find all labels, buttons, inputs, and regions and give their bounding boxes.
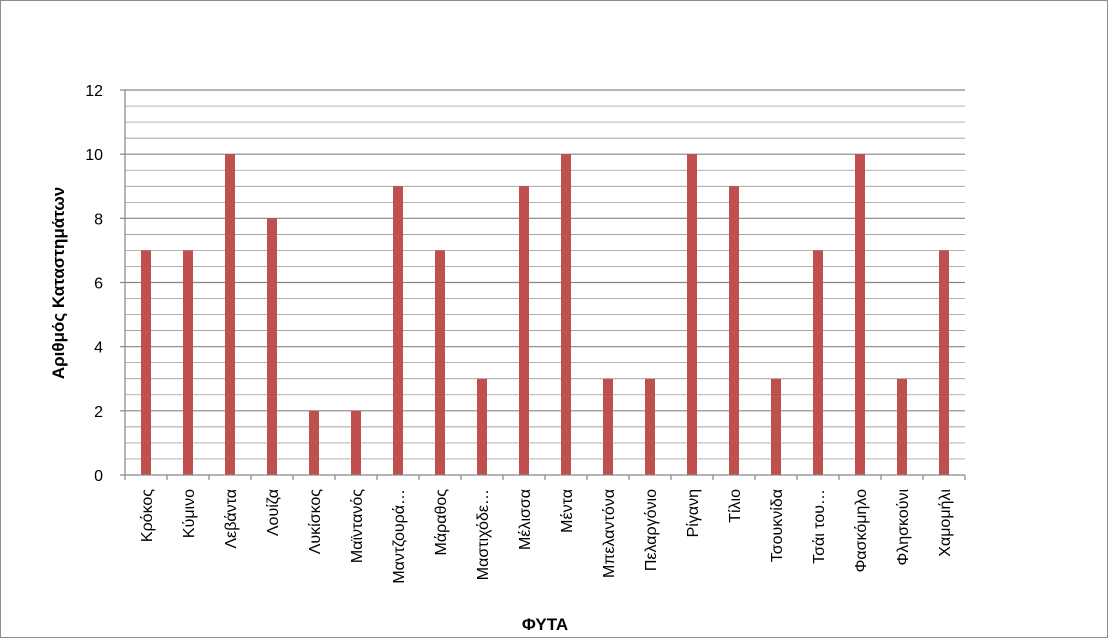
y-axis-title: Αριθμός Καταστημάτων <box>49 187 68 379</box>
y-tick-label: 0 <box>94 468 103 485</box>
y-tick-label: 8 <box>94 211 103 228</box>
x-tick-label: Μαϊντανός <box>349 489 366 563</box>
bar <box>393 186 403 475</box>
y-tick-label: 10 <box>85 147 103 164</box>
x-tick-label: Φλησκούνι <box>895 489 912 566</box>
bar <box>267 218 277 476</box>
x-tick-label: Κρόκος <box>139 489 156 542</box>
bar <box>645 378 655 475</box>
x-tick-label: Κύμινο <box>181 489 198 538</box>
x-tick-label: Μάραθος <box>433 489 450 556</box>
x-tick-label: Λυκίσκος <box>307 489 324 555</box>
x-tick-labels: Κρόκος Κύμινο Λεβάντα Λουίζα Λυκίσκος Μαϊνταν… <box>139 489 954 584</box>
bar <box>813 250 823 475</box>
bar <box>771 378 781 475</box>
x-tick-label: Λεβάντα <box>223 489 240 549</box>
x-tick-label: Μαστιχόδε… <box>475 489 492 580</box>
bars <box>141 154 949 476</box>
bar <box>351 410 361 475</box>
x-tick-label: Τσουκνίδα <box>769 489 786 562</box>
x-tick-label: Μέντα <box>559 489 576 533</box>
bar <box>561 154 571 475</box>
x-tick-label: Πελαργόνιο <box>643 489 660 571</box>
bar <box>141 250 151 475</box>
y-tick-label: 6 <box>94 276 103 293</box>
bar <box>309 410 319 475</box>
x-axis-title: ΦΥΤΑ <box>522 615 568 634</box>
bar <box>477 378 487 475</box>
bar <box>435 250 445 475</box>
x-tick-label: Μέλισσα <box>517 489 534 550</box>
bar <box>183 250 193 475</box>
bar <box>897 378 907 475</box>
y-tick-label: 12 <box>85 83 103 100</box>
bar <box>729 186 739 475</box>
x-tick-label: Τίλιο <box>727 489 744 523</box>
axes <box>120 89 966 480</box>
bar <box>519 186 529 475</box>
bar <box>225 154 235 475</box>
y-tick-labels: 0 2 4 6 8 10 12 <box>85 83 103 485</box>
bar <box>687 154 697 475</box>
x-tick-label: Μαντζουρά… <box>391 489 408 584</box>
bar <box>603 378 613 475</box>
x-tick-label: Χαμομήλι <box>937 489 954 557</box>
bar <box>939 250 949 475</box>
y-tick-label: 4 <box>94 340 103 357</box>
x-tick-label: Μπελαντόνα <box>601 489 618 578</box>
gridlines <box>125 89 965 460</box>
bar <box>855 154 865 475</box>
x-tick-label: Τσάι του… <box>811 489 828 564</box>
x-tick-label: Φασκόμηλο <box>853 489 870 572</box>
y-tick-label: 2 <box>94 404 103 421</box>
x-tick-label: Ρίγανη <box>685 489 702 537</box>
x-tick-label: Λουίζα <box>265 489 282 536</box>
